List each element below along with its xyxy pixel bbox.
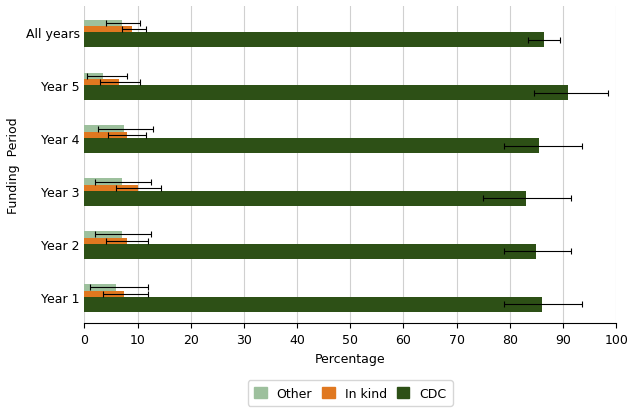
Legend: Other, In kind, CDC: Other, In kind, CDC: [248, 380, 453, 406]
Bar: [84, 232, 121, 238]
Bar: [84, 80, 119, 86]
Y-axis label: Funding  Period: Funding Period: [7, 117, 20, 214]
Bar: [84, 179, 121, 185]
Bar: [84, 86, 568, 101]
Bar: [84, 33, 544, 48]
Bar: [84, 139, 539, 154]
Bar: [84, 291, 124, 297]
Bar: [84, 133, 127, 139]
X-axis label: Percentage: Percentage: [315, 352, 385, 365]
Bar: [84, 126, 124, 133]
Bar: [84, 74, 103, 80]
Bar: [84, 244, 537, 259]
Bar: [84, 285, 116, 291]
Bar: [84, 238, 127, 244]
Bar: [84, 192, 526, 206]
Bar: [84, 27, 132, 33]
Bar: [84, 21, 121, 27]
Bar: [84, 297, 542, 312]
Bar: [84, 185, 138, 192]
